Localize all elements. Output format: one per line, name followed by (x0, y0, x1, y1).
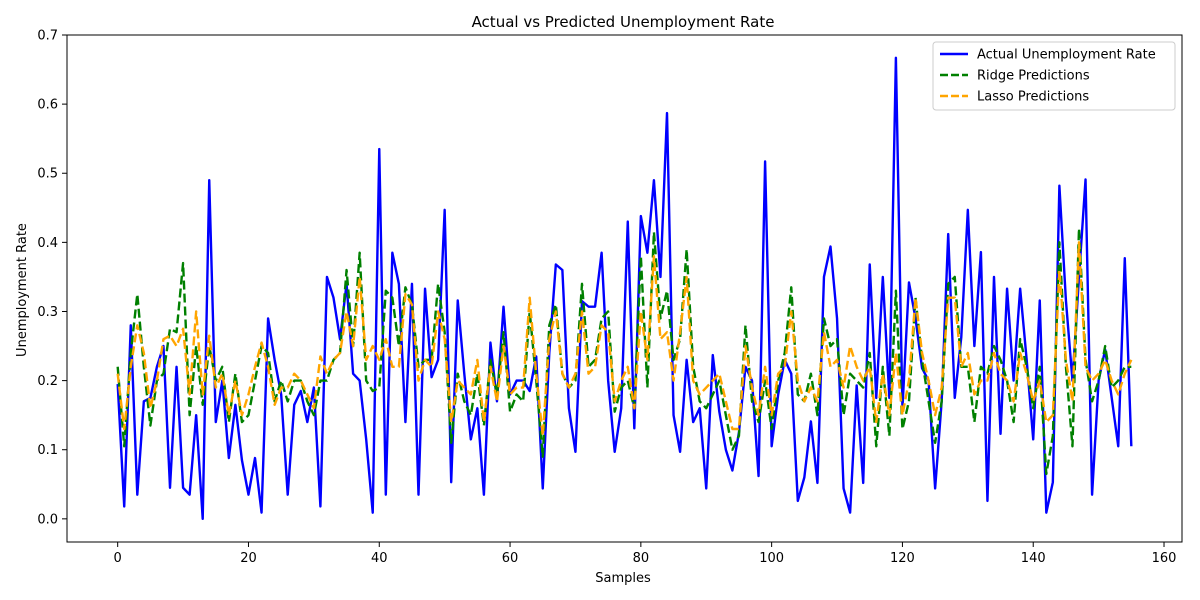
x-tick-label: 60 (502, 551, 519, 566)
x-tick-label: 80 (633, 551, 650, 566)
y-tick-label: 0.3 (37, 305, 58, 320)
x-tick-label: 100 (759, 551, 784, 566)
y-tick-label: 0.4 (37, 236, 58, 251)
y-tick-label: 0.1 (37, 443, 58, 458)
axes-frame (66, 34, 1183, 543)
y-tick-label: 0.0 (37, 512, 58, 527)
x-tick-label: 40 (371, 551, 388, 566)
y-tick-label: 0.5 (37, 167, 58, 182)
chart-title: Actual vs Predicted Unemployment Rate (472, 13, 775, 31)
x-tick-label: 120 (890, 551, 915, 566)
y-tick-label: 0.7 (37, 29, 58, 44)
legend-label-2: Lasso Predictions (977, 90, 1089, 105)
x-tick-label: 20 (240, 551, 257, 566)
legend-label-1: Ridge Predictions (977, 69, 1090, 84)
y-tick-label: 0.6 (37, 98, 58, 113)
legend-label-0: Actual Unemployment Rate (977, 48, 1156, 63)
x-tick-label: 0 (114, 551, 122, 566)
x-tick-label: 140 (1021, 551, 1046, 566)
y-tick-label: 0.2 (37, 374, 58, 389)
axes: 0 20 40 60 80 100 120 140 160 0.0 0.1 0.2 0.3 0.4 0.5 0… (37, 29, 1183, 566)
legend: Actual Unemployment Rate Ridge Prediction… (932, 41, 1176, 111)
plot-area (116, 56, 1133, 521)
legend-box (932, 41, 1176, 111)
y-axis-label: Unemployment Rate (15, 223, 30, 357)
x-tick-label: 160 (1152, 551, 1177, 566)
series-line-2 (116, 241, 1133, 438)
x-axis-label: Samples (595, 571, 651, 586)
series-line-0 (116, 56, 1133, 521)
